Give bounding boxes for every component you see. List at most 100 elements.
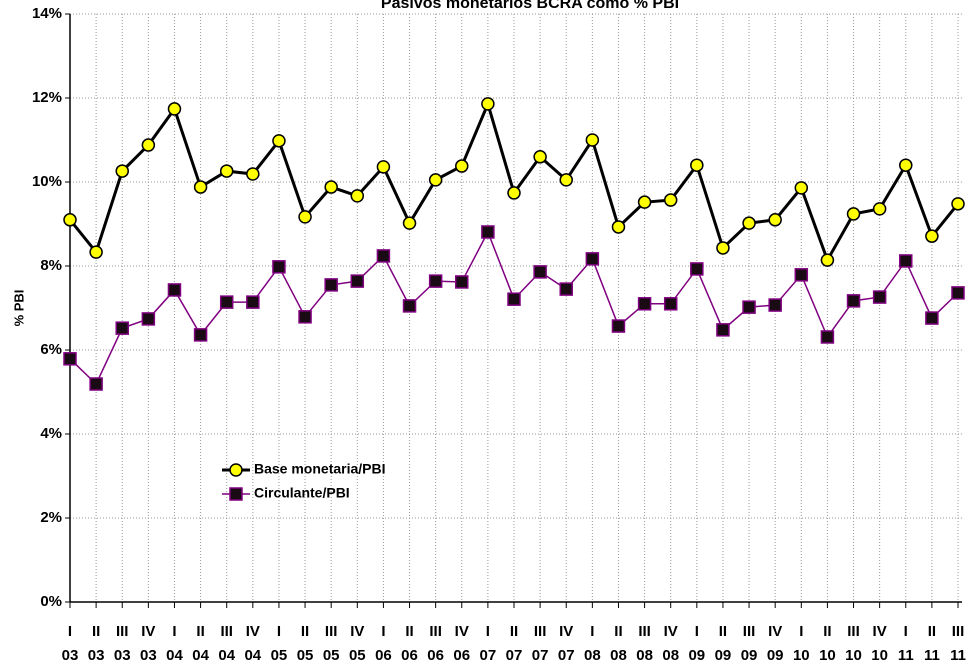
x-tick-label: IV: [246, 623, 260, 640]
x-tick-label: II: [92, 623, 100, 640]
marker: [768, 298, 782, 312]
marker: [246, 295, 260, 309]
x-tick-label: 10: [793, 647, 810, 664]
x-tick-label: II: [510, 623, 518, 640]
marker: [193, 180, 208, 194]
marker: [246, 167, 260, 181]
marker: [872, 290, 887, 304]
marker: [376, 160, 391, 174]
y-tick-label: 6%: [40, 341, 62, 358]
x-tick-label: 06: [453, 647, 470, 664]
x-tick-label: 10: [819, 647, 836, 664]
x-tick-label: 09: [767, 647, 784, 664]
marker: [663, 193, 678, 207]
x-tick-label: 07: [506, 647, 523, 664]
y-tick-label: 2%: [40, 509, 62, 526]
x-tick-label: III: [429, 623, 442, 640]
marker: [846, 294, 861, 308]
legend-label: Circulante/PBI: [254, 485, 350, 501]
x-tick-label: 05: [271, 647, 288, 664]
x-tick-label: I: [172, 623, 176, 640]
x-tick-label: 11: [924, 647, 940, 664]
x-tick-label: III: [847, 623, 860, 640]
chart-title: Pasivos monetarios BCRA como % PBI: [381, 0, 679, 12]
marker: [768, 213, 782, 227]
x-tick-label: IV: [141, 623, 155, 640]
marker: [637, 297, 652, 311]
marker: [193, 328, 208, 342]
marker: [63, 213, 77, 227]
marker: [533, 150, 547, 164]
marker: [899, 254, 913, 268]
x-tick-label: II: [196, 623, 204, 640]
marker: [402, 216, 417, 230]
marker: [637, 195, 652, 209]
x-tick-label: 08: [584, 647, 601, 664]
y-tick-label: 14%: [32, 5, 62, 22]
marker: [507, 186, 521, 200]
legend-label: Base monetaria/PBI: [254, 461, 386, 477]
marker: [899, 158, 913, 172]
x-tick-label: I: [381, 623, 385, 640]
x-tick-label: 11: [898, 647, 914, 664]
x-tick-label: 04: [192, 647, 209, 664]
marker: [872, 202, 887, 216]
x-tick-label: IV: [350, 623, 364, 640]
x-tick-label: IV: [559, 623, 573, 640]
x-tick-label: 05: [349, 647, 366, 664]
marker: [272, 134, 286, 148]
marker: [324, 180, 338, 194]
x-tick-label: I: [799, 623, 803, 640]
x-tick-label: IV: [664, 623, 678, 640]
marker: [611, 220, 626, 234]
x-tick-label: 07: [532, 647, 549, 664]
x-tick-label: 03: [140, 647, 157, 664]
x-tick-label: II: [614, 623, 622, 640]
x-tick-label: I: [486, 623, 490, 640]
x-tick-label: 03: [62, 647, 79, 664]
x-tick-label: II: [823, 623, 831, 640]
marker: [167, 102, 182, 116]
x-tick-label: I: [695, 623, 699, 640]
marker: [585, 252, 600, 266]
marker: [559, 282, 573, 296]
x-tick-label: III: [325, 623, 338, 640]
x-tick-label: 07: [558, 647, 575, 664]
marker: [219, 295, 234, 309]
x-tick-label: IV: [768, 623, 782, 640]
marker: [820, 253, 835, 267]
x-tick-label: 08: [662, 647, 679, 664]
marker: [428, 274, 443, 288]
x-tick-label: 06: [427, 647, 444, 664]
x-tick-label: 07: [480, 647, 497, 664]
x-tick-label: II: [405, 623, 413, 640]
marker: [89, 377, 103, 391]
x-tick-label: IV: [873, 623, 887, 640]
x-tick-label: 09: [688, 647, 705, 664]
marker: [559, 173, 573, 187]
marker: [89, 245, 103, 259]
x-tick-label: 06: [375, 647, 392, 664]
x-tick-label: III: [638, 623, 651, 640]
x-tick-label: III: [116, 623, 129, 640]
y-tick-label: 12%: [32, 89, 62, 106]
marker: [690, 158, 704, 172]
x-tick-label: 04: [166, 647, 183, 664]
marker: [742, 216, 756, 230]
x-tick-label: I: [68, 623, 72, 640]
marker: [925, 229, 939, 243]
marker: [115, 321, 129, 335]
marker: [298, 310, 312, 324]
marker: [115, 164, 129, 178]
marker: [742, 300, 756, 314]
marker: [481, 225, 495, 239]
marker: [716, 323, 730, 337]
marker: [690, 262, 704, 276]
marker: [376, 249, 391, 263]
y-axis-label: % PBI: [11, 290, 26, 327]
x-tick-label: III: [534, 623, 547, 640]
x-tick-label: 06: [401, 647, 418, 664]
marker: [141, 138, 156, 152]
